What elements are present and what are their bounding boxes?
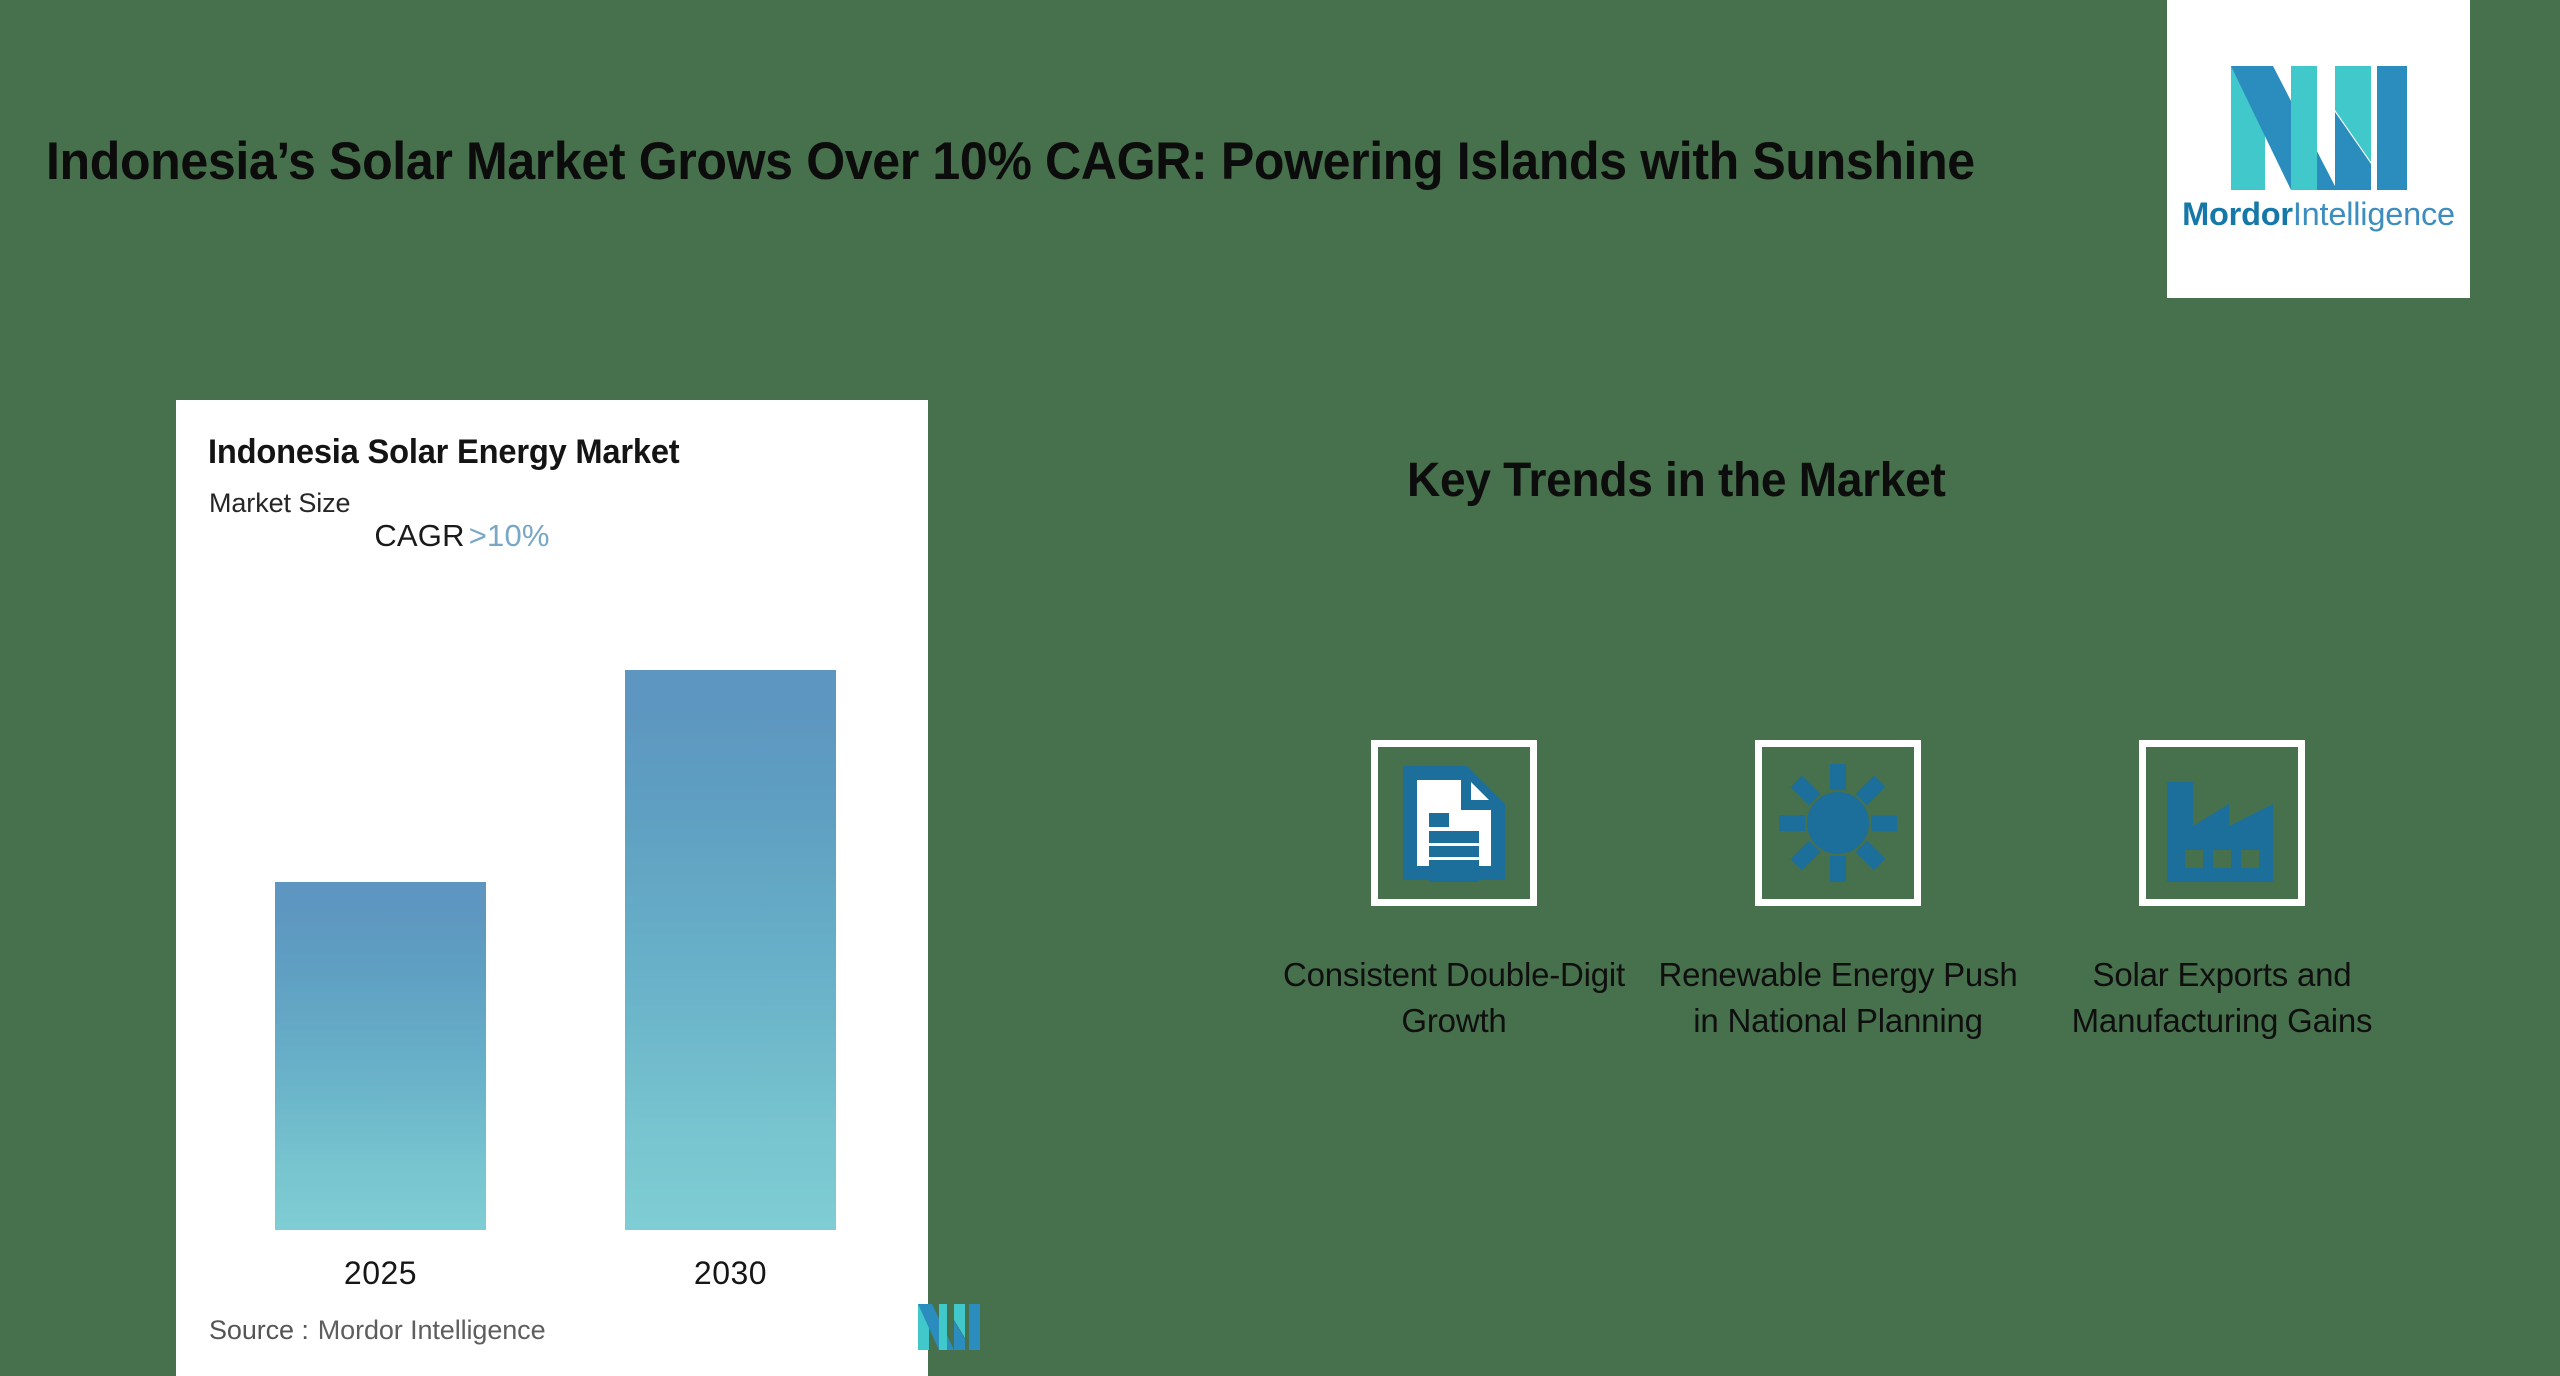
bar-label-2025: 2025 [343,1255,418,1291]
bar-2030 [625,670,836,1230]
trend-label-3: Solar Exports and Manufacturing Gains [2071,956,2373,1040]
brand-wordmark: MordorIntelligence [2182,196,2455,233]
chart-title: Indonesia Solar Energy Market [208,433,680,471]
chart-subtitle: Market Size [209,488,351,518]
cagr-value: >10% [468,518,550,553]
trend-item-1[interactable]: Consistent Double-Digit Growth [1262,740,1646,1044]
trend-icon-box-1 [1371,740,1537,906]
cagr-label: CAGR [374,518,465,553]
trend-label-1: Consistent Double-Digit Growth [1282,956,1626,1040]
source-label: Source : [209,1315,309,1345]
key-trends-heading: Key Trends in the Market [1407,454,1946,507]
mordor-m-small-logo-icon [918,1304,980,1350]
bar-label-2030: 2030 [693,1255,768,1291]
mordor-m-logo-icon [2230,65,2407,190]
source-value: Mordor Intelligence [317,1315,546,1345]
brand-name-light: Intelligence [2292,195,2455,232]
trend-label-2: Renewable Energy Push in National Planni… [1658,956,2018,1040]
cagr-annotation: CAGR >10% [176,518,928,554]
trend-icon-box-3 [2139,740,2305,906]
trend-icon-box-2 [1755,740,1921,906]
bar-2025 [275,882,486,1230]
factory-icon [2167,782,2273,882]
page-headline: Indonesia’s Solar Market Grows Over 10% … [46,132,1975,191]
trend-item-3[interactable]: Solar Exports and Manufacturing Gains [2030,740,2414,1044]
brand-logo: MordorIntelligence [2167,0,2470,298]
bar-chart-plot-area: 2025 2030 [176,400,928,1376]
key-trends-row: Consistent Double-Digit Growth Renewable… [1262,740,2414,1044]
document-icon [1403,766,1505,882]
brand-name-bold: Mordor [2182,195,2293,232]
chart-source: Source : Mordor Intelligence [209,1315,546,1346]
sun-icon [1779,764,1897,882]
chart-card: Indonesia Solar Energy Market Market Siz… [176,400,980,1376]
trend-item-2[interactable]: Renewable Energy Push in National Planni… [1646,740,2030,1044]
